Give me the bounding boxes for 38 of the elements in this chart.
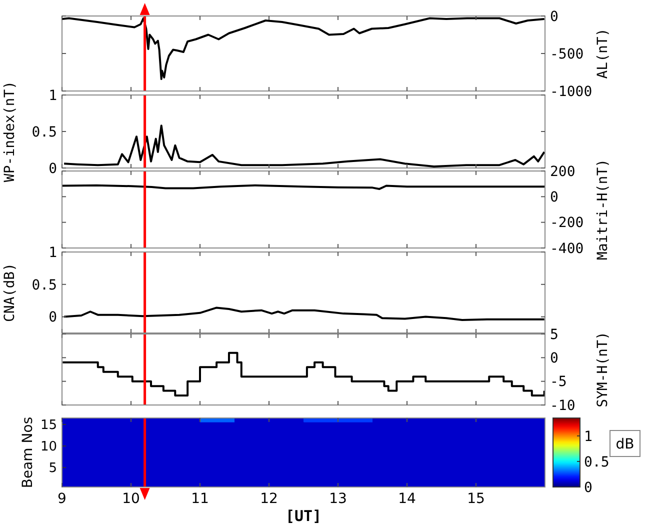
- color-bar-label: 0: [584, 480, 592, 496]
- y2-tick-label: -400: [550, 240, 584, 257]
- y-tick-label: 10: [40, 440, 57, 455]
- y-axis-title: WP-index(nT): [2, 80, 18, 182]
- y2-axis-title: AL(nT): [595, 28, 611, 79]
- y2-tick-label: 0: [550, 190, 558, 206]
- y2-tick-label: -5: [550, 374, 567, 390]
- y2-tick-label: 0: [550, 8, 558, 25]
- x-tick-label: 13: [329, 491, 347, 507]
- y-tick-label: 0.5: [32, 124, 57, 140]
- y-tick-label: 1: [48, 244, 57, 261]
- color-bar-label: 0.5: [584, 454, 610, 470]
- y2-tick-label: 5: [550, 326, 558, 343]
- y2-axis-title: SYM-H(nT): [595, 332, 611, 408]
- x-axis-title: [UT]: [285, 507, 322, 525]
- y2-tick-label: -10: [550, 398, 576, 414]
- y2-tick-label: 200: [550, 164, 576, 180]
- x-tick-label: 9: [58, 491, 66, 507]
- color-bar-label: 1: [584, 428, 592, 445]
- y2-tick-label: -200: [550, 215, 584, 232]
- y-axis-title: CNA(dB): [2, 262, 18, 322]
- y-tick-label: 1: [48, 88, 57, 104]
- y2-tick-label: -1000: [550, 84, 592, 100]
- y-tick-label: 15: [40, 418, 57, 434]
- y2-tick-label: -500: [550, 46, 584, 62]
- y-tick-label: 0.5: [32, 277, 57, 294]
- x-tick-label: 12: [260, 491, 278, 507]
- x-tick-label: 11: [191, 491, 209, 507]
- y-tick-label: 0: [48, 160, 57, 177]
- y2-tick-label: 0: [550, 350, 558, 367]
- y-axis-title: Beam Nos: [20, 416, 36, 488]
- x-tick-label: 10: [122, 491, 140, 507]
- y-tick-label: 5: [48, 461, 57, 476]
- x-tick-label: 15: [467, 491, 485, 507]
- y-tick-label: 0: [48, 310, 57, 326]
- color-bar-title: dB: [616, 436, 634, 452]
- y2-axis-title: Maitri-H(nT): [595, 158, 611, 260]
- x-tick-label: 14: [398, 491, 416, 507]
